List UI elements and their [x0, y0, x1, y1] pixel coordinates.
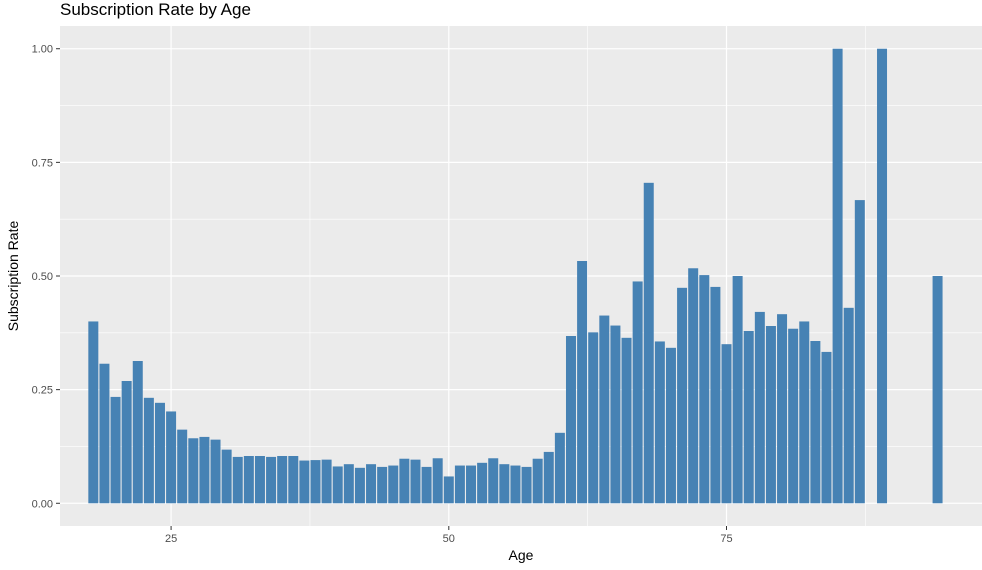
bar	[354, 467, 365, 504]
bar	[288, 456, 299, 504]
bar	[732, 276, 743, 504]
x-axis-title: Age	[509, 547, 534, 563]
bar	[610, 325, 621, 504]
y-axis: 0.00 0.25 0.50 0.75 1.00	[32, 44, 60, 510]
bar	[143, 397, 154, 504]
bar	[743, 331, 754, 504]
bar	[232, 456, 243, 504]
bar	[565, 336, 576, 504]
y-tick-label: 1.00	[32, 44, 53, 56]
bar	[810, 341, 821, 504]
bar	[410, 459, 421, 504]
x-tick-label: 50	[443, 533, 455, 545]
bar	[210, 439, 221, 504]
bar	[677, 287, 688, 504]
bar	[277, 456, 288, 504]
bar	[132, 361, 143, 504]
x-axis: 25 50 75	[165, 526, 733, 545]
x-tick-label: 75	[720, 533, 732, 545]
y-tick-label: 0.50	[32, 271, 53, 283]
bar	[665, 347, 676, 504]
bar	[532, 458, 543, 504]
bar	[577, 261, 588, 504]
bar	[421, 466, 432, 504]
bar	[266, 456, 277, 504]
bar	[443, 476, 454, 504]
bar	[799, 321, 810, 504]
bar	[521, 466, 532, 504]
bar	[765, 326, 776, 504]
bar	[310, 460, 321, 504]
bar	[488, 458, 499, 504]
bar	[754, 311, 765, 504]
bars	[88, 48, 943, 504]
bar	[432, 458, 443, 504]
bar	[543, 451, 554, 504]
bar	[221, 449, 232, 504]
bar	[477, 462, 488, 504]
bar	[832, 48, 843, 504]
bar	[366, 464, 377, 504]
bar	[554, 432, 565, 504]
y-axis-title: Subscription Rate	[5, 221, 21, 332]
bar	[254, 456, 265, 504]
chart-title: Subscription Rate by Age	[60, 0, 251, 19]
bar	[121, 381, 132, 504]
bar	[510, 465, 521, 504]
bar	[854, 200, 865, 504]
y-tick-label: 0.75	[32, 157, 53, 169]
bar	[599, 315, 610, 504]
bar	[932, 276, 943, 504]
bar	[88, 321, 99, 504]
bar	[654, 341, 665, 504]
bar	[643, 182, 654, 504]
bar	[721, 344, 732, 504]
bar	[177, 429, 188, 504]
bar	[843, 307, 854, 504]
bar	[99, 363, 110, 504]
bar	[188, 438, 199, 504]
y-tick-label: 0.00	[32, 498, 53, 510]
bar	[110, 396, 121, 504]
bar	[377, 466, 388, 504]
bar	[388, 465, 399, 504]
bar	[821, 351, 832, 504]
bar	[332, 466, 343, 504]
bar	[399, 458, 410, 504]
bar	[632, 281, 643, 504]
bar	[154, 402, 165, 504]
bar	[699, 275, 710, 504]
bar	[199, 436, 210, 504]
bar	[777, 314, 788, 504]
bar	[299, 460, 310, 504]
y-tick-label: 0.25	[32, 385, 53, 397]
bar	[466, 465, 477, 504]
bar	[343, 464, 354, 504]
bar	[166, 411, 177, 504]
bar	[454, 465, 465, 504]
bar	[588, 332, 599, 504]
x-tick-label: 25	[165, 533, 177, 545]
bar	[710, 286, 721, 504]
bar	[243, 456, 254, 504]
bar	[788, 328, 799, 504]
bar	[321, 459, 332, 504]
bar	[877, 48, 888, 504]
bar	[621, 337, 632, 504]
bar	[499, 464, 510, 504]
bar	[688, 268, 699, 504]
